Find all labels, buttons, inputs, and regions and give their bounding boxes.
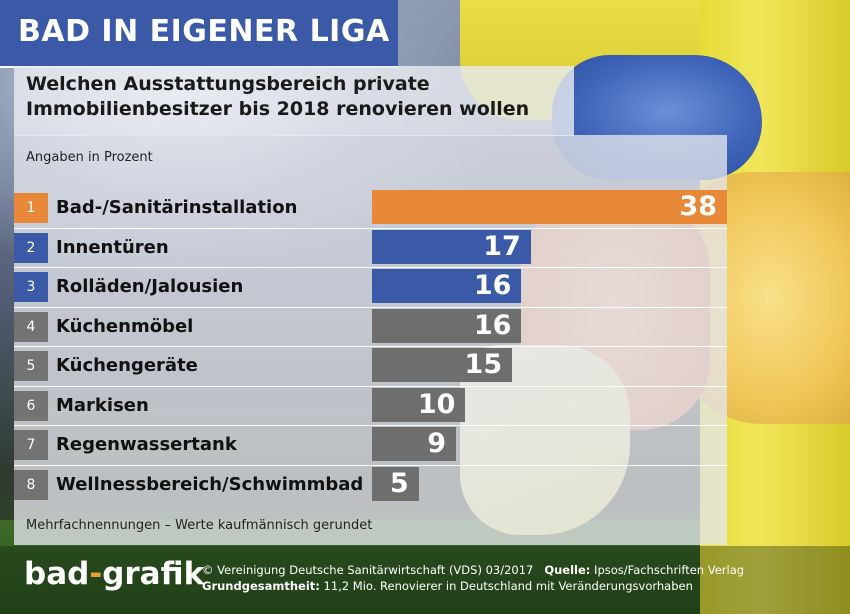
value-label: 38: [679, 191, 717, 222]
rank-badge: 2: [14, 232, 48, 263]
chart-subtitle: Welchen Ausstattungsbereich private Immo…: [26, 72, 586, 122]
credits-line-2: Grundgesamtheit: 11,2 Mio. Renovierer in…: [202, 578, 842, 594]
rank-badge: 3: [14, 272, 48, 302]
rank-badge: 4: [14, 311, 48, 342]
value-label: 17: [483, 230, 521, 262]
row-divider: [14, 346, 727, 347]
rank-badge: 5: [14, 351, 48, 381]
unit-note: Angaben in Prozent: [26, 150, 153, 165]
footnote: Mehrfachnennungen – Werte kaufmännisch g…: [26, 518, 373, 533]
bar: [372, 466, 419, 501]
row-divider: [14, 385, 727, 387]
value-label: 15: [464, 349, 503, 380]
bar: [372, 190, 727, 224]
value-label: 9: [427, 428, 447, 459]
bar: [372, 427, 457, 461]
value-label: 16: [473, 270, 512, 301]
copyright: © Vereinigung Deutsche Sanitärwirtschaft…: [202, 563, 534, 577]
category-label: Rolläden/Jalousien: [56, 276, 244, 297]
category-label: Küchenmöbel: [56, 315, 194, 337]
bar: [372, 308, 522, 343]
rank-badge: 6: [14, 390, 48, 421]
rank-badge: 8: [14, 469, 48, 500]
bar: [372, 348, 513, 382]
base-value: 11,2 Mio. Renovierer in Deutschland mit …: [323, 579, 693, 593]
category-label: Regenwassertank: [56, 434, 237, 455]
bar: [372, 229, 531, 264]
bar: [372, 269, 522, 303]
credits-line-1: © Vereinigung Deutsche Sanitärwirtschaft…: [202, 562, 842, 578]
rank-badge: 1: [14, 193, 48, 223]
title-banner: BAD IN EIGENER LIGA: [0, 0, 398, 68]
source-value: Ipsos/Fachschriften Verlag: [594, 563, 745, 577]
category-label: Innentüren: [56, 236, 169, 258]
subtitle-line-1: Welchen Ausstattungsbereich private: [26, 73, 430, 95]
subtitle-banner: [14, 66, 574, 136]
row-divider: [14, 306, 727, 308]
bar: [372, 387, 466, 422]
value-label: 16: [473, 309, 512, 341]
credits: © Vereinigung Deutsche Sanitärwirtschaft…: [202, 562, 842, 594]
value-label: 5: [389, 467, 409, 499]
page-title: BAD IN EIGENER LIGA: [18, 14, 390, 49]
row-divider: [14, 267, 727, 268]
category-label: Küchengeräte: [56, 355, 198, 376]
row-divider: [14, 227, 727, 229]
subtitle-line-2: Immobilienbesitzer bis 2018 renovieren w…: [26, 98, 530, 120]
value-label: 10: [417, 388, 456, 420]
source-label: Quelle:: [544, 563, 591, 577]
row-divider: [14, 425, 727, 426]
footer: [0, 546, 850, 614]
bad-grafik-logo: bad-grafik: [24, 556, 205, 592]
rank-badge: 7: [14, 430, 48, 460]
category-label: Bad-/Sanitärinstallation: [56, 197, 298, 218]
row-divider: [14, 464, 727, 466]
category-label: Markisen: [56, 394, 149, 416]
category-label: Wellnessbereich/Schwimmbad: [56, 473, 364, 495]
base-label: Grundgesamtheit:: [202, 579, 320, 593]
